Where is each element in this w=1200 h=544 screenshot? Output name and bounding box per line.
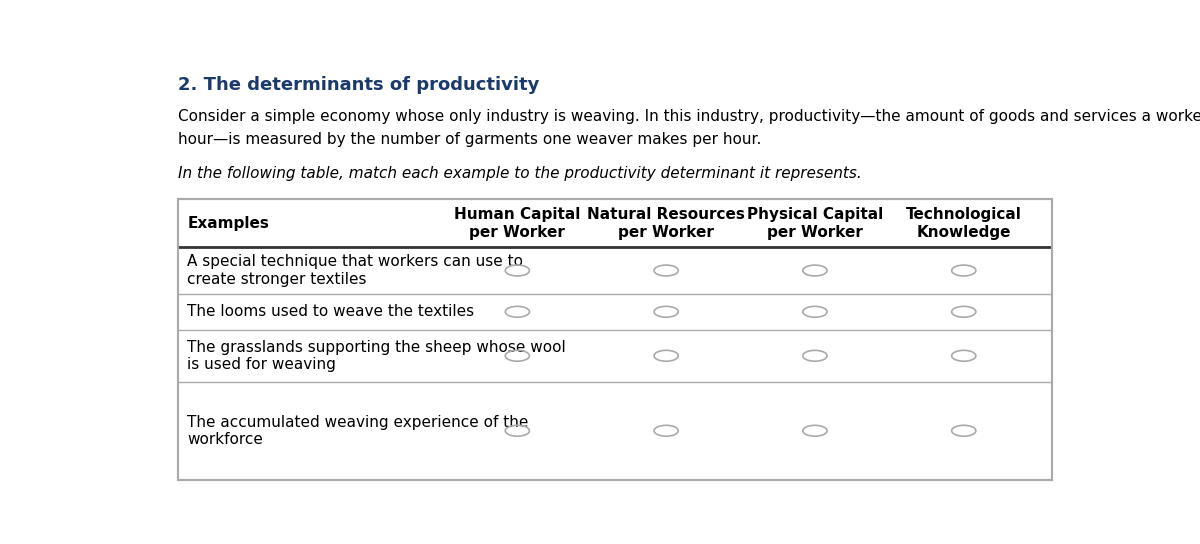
Text: Natural Resources
per Worker: Natural Resources per Worker (587, 207, 745, 239)
Bar (178, 199, 1052, 480)
Text: 2. The determinants of productivity: 2. The determinants of productivity (178, 76, 539, 94)
Text: The grasslands supporting the sheep whose wool
is used for weaving: The grasslands supporting the sheep whos… (187, 339, 566, 372)
Text: Human Capital
per Worker: Human Capital per Worker (454, 207, 581, 239)
Text: Physical Capital
per Worker: Physical Capital per Worker (746, 207, 883, 239)
Text: Examples: Examples (187, 216, 269, 231)
Text: Technological
Knowledge: Technological Knowledge (906, 207, 1021, 239)
Text: In the following table, match each example to the productivity determinant it re: In the following table, match each examp… (178, 166, 862, 181)
Bar (178, 199, 1052, 480)
Text: The accumulated weaving experience of the
workforce: The accumulated weaving experience of th… (187, 415, 528, 447)
Text: The looms used to weave the textiles: The looms used to weave the textiles (187, 304, 474, 319)
Text: hour—is measured by the number of garments one weaver makes per hour.: hour—is measured by the number of garmen… (178, 132, 761, 147)
Text: A special technique that workers can use to
create stronger textiles: A special technique that workers can use… (187, 255, 523, 287)
Text: Consider a simple economy whose only industry is weaving. In this industry, prod: Consider a simple economy whose only ind… (178, 109, 1200, 124)
